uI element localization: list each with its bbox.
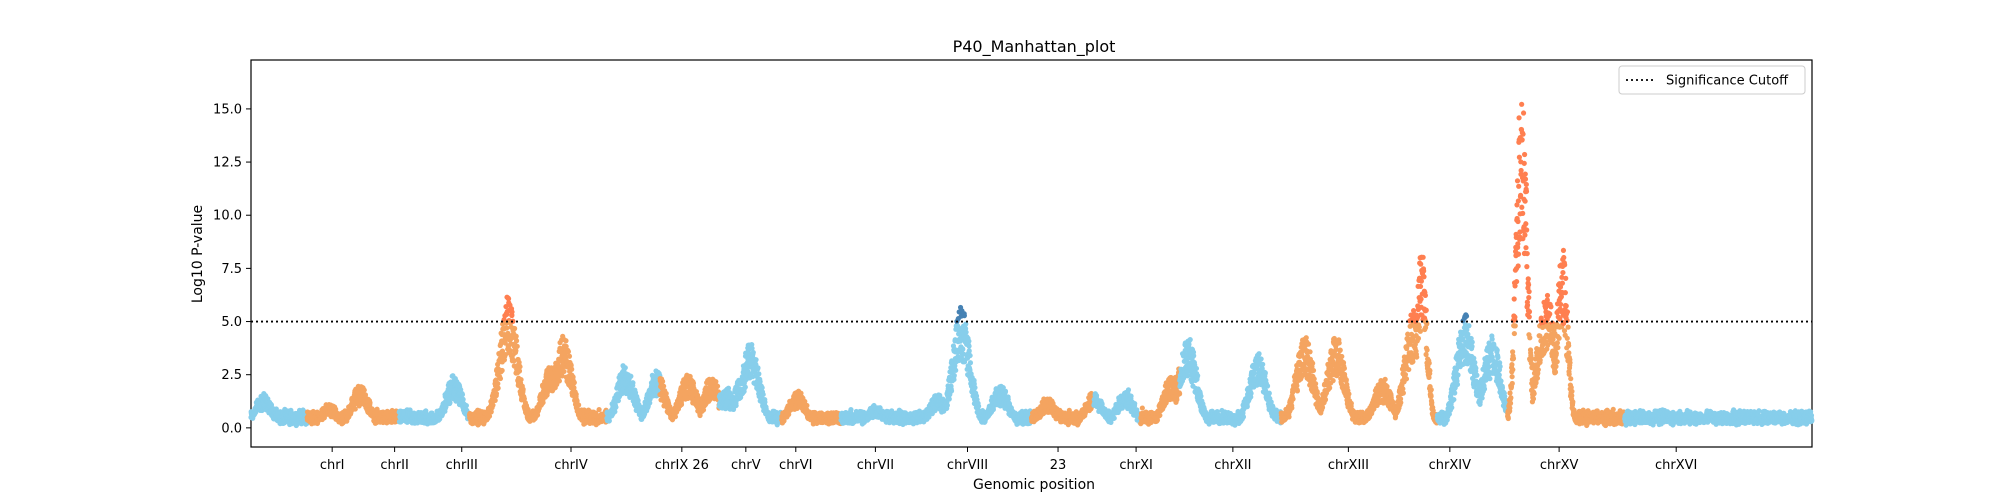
data-point bbox=[566, 353, 573, 359]
data-point bbox=[948, 388, 955, 394]
data-point bbox=[570, 374, 576, 380]
data-point bbox=[509, 309, 515, 315]
data-point bbox=[672, 414, 679, 420]
data-point bbox=[520, 386, 526, 392]
data-point bbox=[513, 338, 520, 344]
data-point bbox=[967, 352, 973, 359]
data-point bbox=[352, 406, 358, 412]
data-point bbox=[495, 380, 501, 387]
data-point bbox=[953, 367, 959, 373]
data-points bbox=[248, 101, 1815, 429]
data-point bbox=[1111, 415, 1117, 421]
data-point bbox=[757, 379, 763, 385]
data-point bbox=[690, 380, 697, 386]
data-point bbox=[755, 365, 761, 371]
data-point bbox=[750, 349, 756, 356]
data-point bbox=[804, 402, 810, 409]
data-point bbox=[499, 367, 505, 374]
data-point bbox=[622, 365, 628, 371]
data-point bbox=[951, 372, 957, 379]
data-point bbox=[571, 380, 577, 386]
data-point bbox=[946, 396, 952, 402]
data-point bbox=[762, 399, 768, 405]
data-point bbox=[733, 402, 739, 409]
data-point bbox=[540, 399, 546, 406]
data-point bbox=[493, 391, 500, 397]
data-point bbox=[463, 402, 470, 409]
data-point bbox=[963, 329, 969, 335]
data-point bbox=[678, 401, 685, 408]
data-point bbox=[495, 385, 501, 391]
data-point bbox=[967, 360, 974, 366]
data-point bbox=[659, 378, 666, 385]
data-point bbox=[514, 343, 520, 349]
data-point bbox=[517, 364, 523, 370]
data-point bbox=[556, 378, 562, 384]
data-point bbox=[447, 399, 453, 406]
data-point bbox=[972, 385, 978, 391]
data-point bbox=[576, 402, 582, 408]
plot-frame bbox=[250, 59, 1813, 448]
data-point bbox=[512, 325, 518, 332]
data-point bbox=[760, 391, 766, 398]
data-point bbox=[966, 343, 972, 349]
data-point bbox=[613, 404, 619, 410]
chart-title: P40_Manhattan_plot bbox=[953, 37, 1116, 57]
data-point bbox=[565, 349, 572, 355]
data-point bbox=[518, 376, 524, 383]
data-point bbox=[944, 402, 950, 408]
data-point bbox=[569, 366, 575, 372]
data-point bbox=[960, 346, 966, 352]
data-point bbox=[606, 418, 612, 424]
data-point bbox=[513, 333, 519, 339]
data-point bbox=[1093, 392, 1100, 399]
data-point bbox=[630, 380, 636, 386]
data-point bbox=[848, 407, 854, 413]
data-point bbox=[497, 375, 504, 382]
data-point bbox=[459, 392, 466, 398]
data-point bbox=[975, 403, 982, 409]
data-point bbox=[628, 373, 634, 379]
data-point bbox=[361, 387, 367, 393]
data-point bbox=[513, 348, 519, 354]
data-point bbox=[742, 384, 748, 390]
data-point bbox=[563, 338, 569, 344]
data-point bbox=[367, 399, 373, 406]
data-point bbox=[573, 391, 579, 397]
data-point bbox=[753, 357, 759, 363]
data-point bbox=[961, 313, 967, 319]
data-point bbox=[492, 397, 498, 404]
data-point bbox=[1002, 388, 1009, 394]
data-point bbox=[756, 371, 762, 377]
data-point bbox=[966, 338, 972, 344]
data-point bbox=[561, 368, 567, 375]
data-point bbox=[596, 406, 602, 413]
data-point bbox=[966, 348, 972, 354]
data-point bbox=[714, 383, 721, 389]
data-point bbox=[490, 402, 496, 408]
data-point bbox=[504, 325, 510, 331]
data-point bbox=[661, 383, 667, 389]
